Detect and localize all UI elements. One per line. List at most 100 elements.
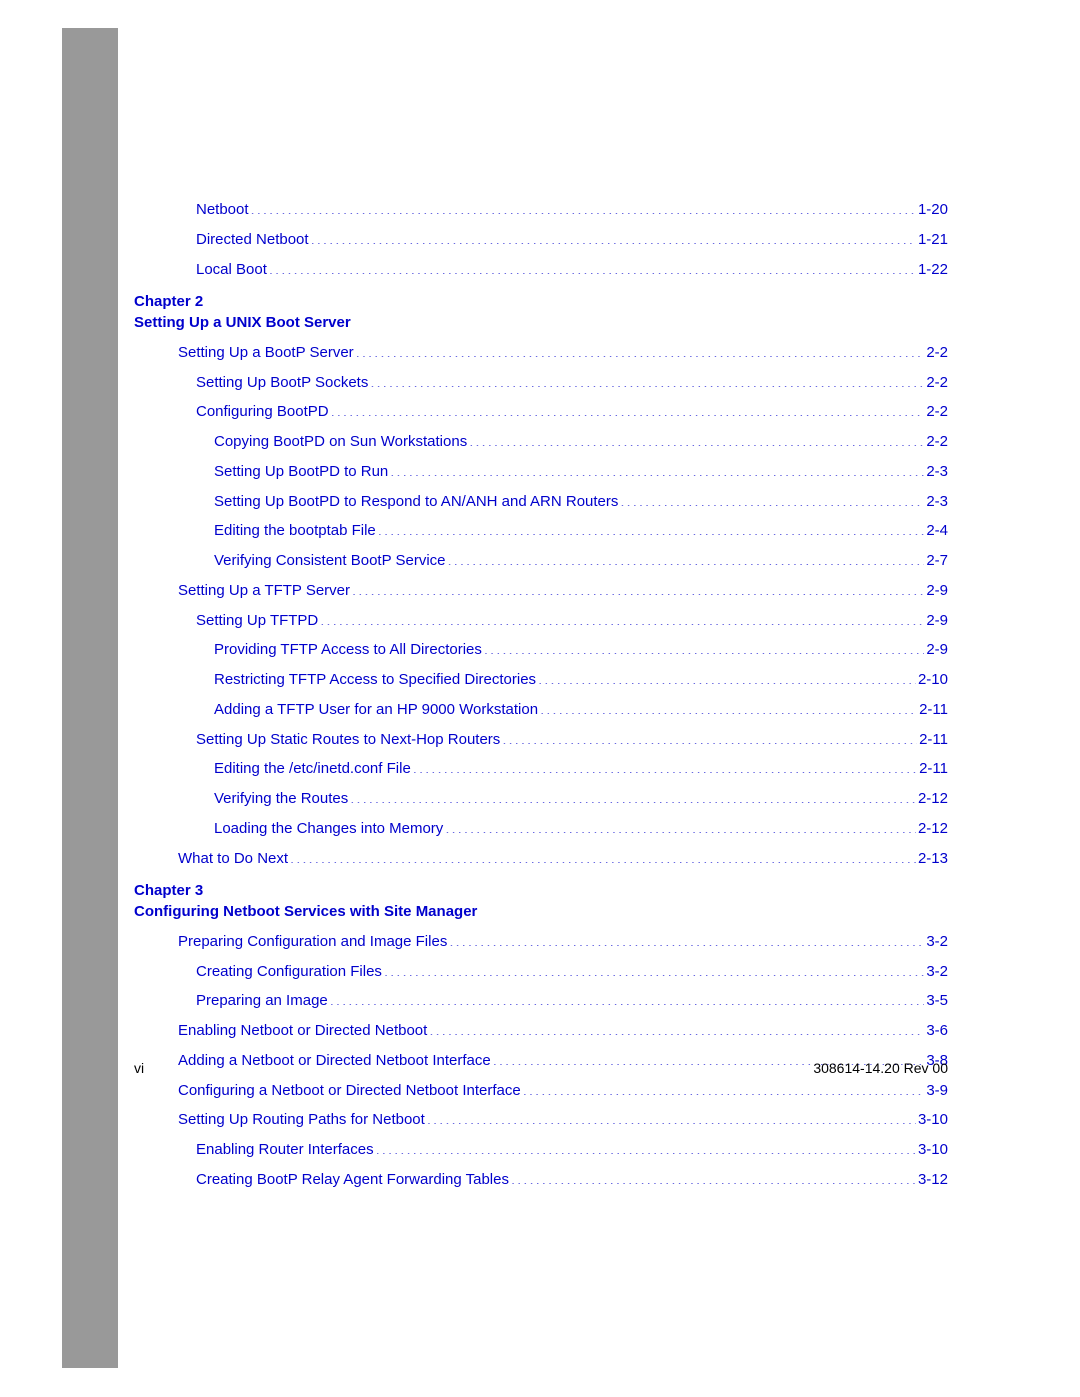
toc-link-title[interactable]: Editing the bootptab File	[214, 519, 376, 542]
toc-link-title[interactable]: Setting Up BootPD to Respond to AN/ANH a…	[214, 490, 618, 513]
toc-entry[interactable]: Setting Up TFTPD 2-9	[134, 609, 948, 632]
toc-link-title[interactable]: Editing the /etc/inetd.conf File	[214, 757, 411, 780]
toc-link-title[interactable]: What to Do Next	[178, 847, 288, 870]
toc-link-title[interactable]: Creating Configuration Files	[196, 960, 382, 983]
toc-link-title[interactable]: Setting Up a BootP Server	[178, 341, 354, 364]
toc-link-title[interactable]: Enabling Netboot or Directed Netboot	[178, 1019, 427, 1042]
toc-leader-dots	[356, 342, 925, 357]
chapter-3-title[interactable]: Configuring Netboot Services with Site M…	[134, 903, 948, 920]
chapter-3-label[interactable]: Chapter 3	[134, 880, 948, 901]
toc-link-title[interactable]: Providing TFTP Access to All Directories	[214, 638, 482, 661]
toc-page-number[interactable]: 3-2	[926, 930, 948, 953]
toc-link-title[interactable]: Local Boot	[196, 258, 267, 281]
toc-link-title[interactable]: Directed Netboot	[196, 228, 309, 251]
toc-entry[interactable]: Setting Up Routing Paths for Netboot 3-1…	[134, 1108, 948, 1131]
toc-link-title[interactable]: Setting Up TFTPD	[196, 609, 318, 632]
toc-entry[interactable]: Loading the Changes into Memory 2-12	[134, 817, 948, 840]
toc-link-title[interactable]: Setting Up BootPD to Run	[214, 460, 388, 483]
toc-entry[interactable]: Preparing Configuration and Image Files …	[134, 930, 948, 953]
toc-page-number[interactable]: 3-6	[926, 1019, 948, 1042]
toc-page-number[interactable]: 3-2	[926, 960, 948, 983]
toc-leader-dots	[384, 961, 924, 976]
toc-page-number[interactable]: 2-10	[918, 668, 948, 691]
toc-link-title[interactable]: Restricting TFTP Access to Specified Dir…	[214, 668, 536, 691]
toc-page-number[interactable]: 1-22	[918, 258, 948, 281]
toc-page-number[interactable]: 1-20	[918, 198, 948, 221]
toc-link-title[interactable]: Creating BootP Relay Agent Forwarding Ta…	[196, 1168, 509, 1191]
toc-link-title[interactable]: Verifying the Routes	[214, 787, 348, 810]
toc-entry[interactable]: Creating BootP Relay Agent Forwarding Ta…	[134, 1168, 948, 1191]
toc-page-number[interactable]: 2-9	[926, 579, 948, 602]
toc-entry[interactable]: What to Do Next 2-13	[134, 847, 948, 870]
toc-entry[interactable]: Setting Up a BootP Server 2-2	[134, 341, 948, 364]
toc-page-number[interactable]: 2-3	[926, 460, 948, 483]
toc-entry[interactable]: Setting Up a TFTP Server 2-9	[134, 579, 948, 602]
toc-link-title[interactable]: Copying BootPD on Sun Workstations	[214, 430, 467, 453]
toc-entry[interactable]: Setting Up BootPD to Respond to AN/ANH a…	[134, 490, 948, 513]
toc-page-number[interactable]: 3-10	[918, 1108, 948, 1131]
toc-link-title[interactable]: Configuring a Netboot or Directed Netboo…	[178, 1079, 521, 1102]
toc-page-number[interactable]: 2-3	[926, 490, 948, 513]
toc-page-number[interactable]: 2-2	[926, 341, 948, 364]
toc-link-title[interactable]: Preparing an Image	[196, 989, 328, 1012]
toc-entry[interactable]: Adding a TFTP User for an HP 9000 Workst…	[134, 698, 948, 721]
toc-entry[interactable]: Enabling Router Interfaces 3-10	[134, 1138, 948, 1161]
toc-link-title[interactable]: Configuring BootPD	[196, 400, 329, 423]
toc-page-number[interactable]: 2-12	[918, 787, 948, 810]
toc-entry[interactable]: Local Boot 1-22	[134, 258, 948, 281]
toc-page-number[interactable]: 2-9	[926, 609, 948, 632]
toc-leader-dots	[376, 1139, 916, 1154]
toc-page-number[interactable]: 2-4	[926, 519, 948, 542]
toc-page-number[interactable]: 2-13	[918, 847, 948, 870]
toc-link-title[interactable]: Setting Up Routing Paths for Netboot	[178, 1108, 425, 1131]
chapter-2-label[interactable]: Chapter 2	[134, 291, 948, 312]
toc-entry[interactable]: Enabling Netboot or Directed Netboot 3-6	[134, 1019, 948, 1042]
toc-entry[interactable]: Setting Up Static Routes to Next-Hop Rou…	[134, 728, 948, 751]
toc-entry[interactable]: Verifying Consistent BootP Service 2-7	[134, 549, 948, 572]
toc-entry[interactable]: Copying BootPD on Sun Workstations 2-2	[134, 430, 948, 453]
toc-entry[interactable]: Verifying the Routes 2-12	[134, 787, 948, 810]
toc-entry[interactable]: Netboot 1-20	[134, 198, 948, 221]
toc-page-number[interactable]: 2-11	[919, 728, 948, 751]
toc-page-number[interactable]: 3-5	[926, 989, 948, 1012]
toc-link-title[interactable]: Setting Up a TFTP Server	[178, 579, 350, 602]
toc-entry[interactable]: Configuring BootPD 2-2	[134, 400, 948, 423]
toc-link-title[interactable]: Setting Up Static Routes to Next-Hop Rou…	[196, 728, 500, 751]
toc-page-number[interactable]: 2-9	[926, 638, 948, 661]
toc-page-number[interactable]: 1-21	[918, 228, 948, 251]
toc-entry[interactable]: Editing the bootptab File 2-4	[134, 519, 948, 542]
toc-page-number[interactable]: 3-10	[918, 1138, 948, 1161]
chapter-2-title[interactable]: Setting Up a UNIX Boot Server	[134, 314, 948, 331]
toc-entry[interactable]: Restricting TFTP Access to Specified Dir…	[134, 668, 948, 691]
left-sidebar	[62, 28, 118, 1368]
toc-page-number[interactable]: 2-7	[926, 549, 948, 572]
toc-link-title[interactable]: Loading the Changes into Memory	[214, 817, 443, 840]
toc-entry[interactable]: Providing TFTP Access to All Directories…	[134, 638, 948, 661]
toc-entry[interactable]: Setting Up BootP Sockets 2-2	[134, 371, 948, 394]
toc-entry[interactable]: Setting Up BootPD to Run 2-3	[134, 460, 948, 483]
toc-link-title[interactable]: Adding a TFTP User for an HP 9000 Workst…	[214, 698, 538, 721]
toc-page-number[interactable]: 3-12	[918, 1168, 948, 1191]
toc-leader-dots	[448, 550, 925, 565]
toc-entry[interactable]: Preparing an Image 3-5	[134, 989, 948, 1012]
toc-leader-dots	[502, 729, 917, 744]
toc-entry[interactable]: Editing the /etc/inetd.conf File 2-11	[134, 757, 948, 780]
toc-link-title[interactable]: Enabling Router Interfaces	[196, 1138, 374, 1161]
toc-page-number[interactable]: 2-11	[919, 698, 948, 721]
toc-page-number[interactable]: 2-11	[919, 757, 948, 780]
toc-entry[interactable]: Directed Netboot 1-21	[134, 228, 948, 251]
toc-leader-dots	[413, 758, 917, 773]
toc-link-title[interactable]: Verifying Consistent BootP Service	[214, 549, 446, 572]
toc-page-number[interactable]: 2-12	[918, 817, 948, 840]
toc-link-title[interactable]: Setting Up BootP Sockets	[196, 371, 368, 394]
toc-page-number[interactable]: 2-2	[926, 371, 948, 394]
toc-leader-dots	[330, 990, 925, 1005]
toc-entry[interactable]: Configuring a Netboot or Directed Netboo…	[134, 1079, 948, 1102]
doc-id: 308614-14.20 Rev 00	[813, 1060, 948, 1076]
toc-entry[interactable]: Creating Configuration Files 3-2	[134, 960, 948, 983]
toc-page-number[interactable]: 3-9	[926, 1079, 948, 1102]
toc-link-title[interactable]: Preparing Configuration and Image Files	[178, 930, 447, 953]
toc-link-title[interactable]: Netboot	[196, 198, 249, 221]
toc-page-number[interactable]: 2-2	[926, 430, 948, 453]
toc-page-number[interactable]: 2-2	[926, 400, 948, 423]
